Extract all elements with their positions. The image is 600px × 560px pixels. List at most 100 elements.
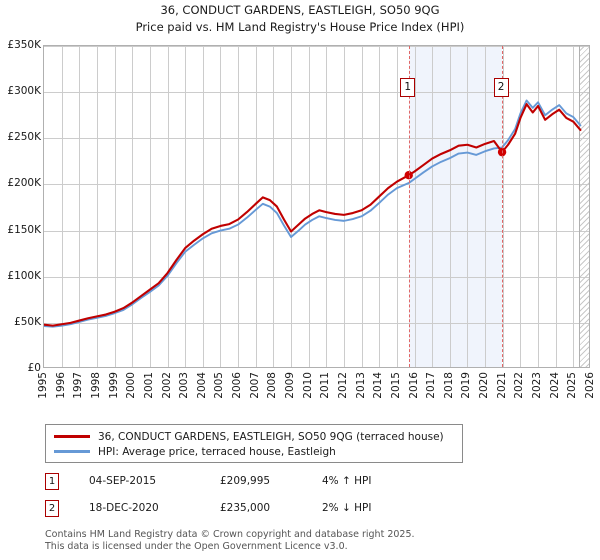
gridline-vertical [203, 46, 204, 367]
gridline-vertical [538, 46, 539, 367]
event-vertical-line [408, 46, 410, 367]
gridline-vertical [150, 46, 151, 367]
gridline-vertical [291, 46, 292, 367]
y-axis-tick-label: £0 [27, 362, 41, 374]
gridline-vertical [573, 46, 574, 367]
x-axis-tick-label: 2023 [531, 372, 544, 399]
x-axis-tick-label: 2017 [425, 372, 438, 399]
footer-copyright-line: Contains HM Land Registry data © Crown c… [45, 529, 415, 540]
x-axis-tick-label: 2009 [284, 372, 297, 399]
ownership-period-highlight [408, 46, 503, 367]
gridline-horizontal [44, 277, 589, 278]
chart-marker-badge-1[interactable]: 1 [400, 78, 416, 97]
y-axis-tick-label: £50K [14, 315, 41, 328]
gridline-vertical [168, 46, 169, 367]
gridline-vertical [556, 46, 557, 367]
x-axis-tick-label: 2008 [266, 372, 279, 399]
gridline-vertical [379, 46, 380, 367]
series-line-property [44, 103, 582, 327]
y-axis-tick-label: £200K [7, 177, 41, 190]
x-axis-tick-label: 1998 [89, 372, 102, 399]
gridline-vertical [97, 46, 98, 367]
y-axis-tick-label: £100K [7, 269, 41, 282]
future-region-boundary [579, 46, 580, 367]
x-axis-tick-label: 2004 [195, 372, 208, 399]
gridline-horizontal [44, 138, 589, 139]
x-axis-tick-label: 2026 [584, 372, 596, 399]
gridline-vertical [344, 46, 345, 367]
y-axis-tick-label: £150K [7, 223, 41, 236]
txn-index-badge: 1 [45, 473, 59, 490]
legend-item: HPI: Average price, terraced house, East… [52, 444, 462, 459]
legend-label-property: 36, CONDUCT GARDENS, EASTLEIGH, SO50 9QG… [98, 430, 444, 443]
chart-legend: 36, CONDUCT GARDENS, EASTLEIGH, SO50 9QG… [45, 424, 463, 463]
txn-index-badge: 2 [45, 500, 59, 517]
x-axis-tick-label: 2020 [478, 372, 491, 399]
chart-plot-area [43, 45, 590, 368]
x-axis-tick-label: 2002 [160, 372, 173, 399]
event-vertical-line [502, 46, 504, 367]
y-axis: £0 £50K £100K £150K £200K £250K £300K £350K [0, 0, 41, 560]
x-axis-tick-label: 2025 [566, 372, 579, 399]
y-axis-tick-label: £250K [7, 131, 41, 144]
gridline-vertical [115, 46, 116, 367]
legend-item: 36, CONDUCT GARDENS, EASTLEIGH, SO50 9QG… [52, 429, 462, 444]
txn-hpi-delta: 2% ↓ HPI [322, 502, 372, 514]
x-axis-tick-label: 2018 [442, 372, 455, 399]
gridline-vertical [220, 46, 221, 367]
x-axis-tick-label: 2024 [548, 372, 561, 399]
x-axis-tick-label: 1996 [54, 372, 67, 399]
gridline-vertical [132, 46, 133, 367]
x-axis-tick-label: 2010 [301, 372, 314, 399]
series-line-hpi [44, 99, 582, 328]
x-axis-tick-label: 2015 [389, 372, 402, 399]
x-axis-tick-label: 2021 [495, 372, 508, 399]
x-axis-tick-label: 2019 [460, 372, 473, 399]
x-axis-tick-label: 2000 [125, 372, 138, 399]
x-axis-tick-label: 2016 [407, 372, 420, 399]
gridline-vertical [79, 46, 80, 367]
table-row[interactable]: 2 18-DEC-2020 £235,000 2% ↓ HPI [45, 498, 475, 525]
gridline-vertical [185, 46, 186, 367]
transactions-table: 1 04-SEP-2015 £209,995 4% ↑ HPI 2 18-DEC… [45, 471, 475, 525]
page-title: 36, CONDUCT GARDENS, EASTLEIGH, SO50 9QG [160, 3, 440, 17]
gridline-horizontal [44, 231, 589, 232]
x-axis-tick-label: 2011 [319, 372, 332, 399]
chart-marker-badge-2[interactable]: 2 [493, 78, 509, 97]
x-axis-tick-label: 2001 [142, 372, 155, 399]
x-axis-tick-label: 2012 [336, 372, 349, 399]
gridline-horizontal [44, 323, 589, 324]
table-row[interactable]: 1 04-SEP-2015 £209,995 4% ↑ HPI [45, 471, 475, 498]
x-axis-tick-label: 1995 [37, 372, 49, 399]
gridline-vertical [415, 46, 416, 367]
txn-price: £209,995 [220, 475, 271, 487]
x-axis-tick-label: 1999 [107, 372, 120, 399]
gridline-horizontal [44, 46, 589, 47]
gridline-vertical [450, 46, 451, 367]
gridline-vertical [397, 46, 398, 367]
gridline-vertical [467, 46, 468, 367]
x-axis-tick-label: 2006 [231, 372, 244, 399]
future-projection-region [578, 46, 589, 367]
gridline-vertical [309, 46, 310, 367]
txn-hpi-delta: 4% ↑ HPI [322, 475, 372, 487]
gridline-horizontal [44, 92, 589, 93]
footer-licence-line: This data is licensed under the Open Gov… [45, 540, 348, 552]
legend-label-hpi: HPI: Average price, terraced house, East… [98, 445, 336, 458]
gridline-vertical [520, 46, 521, 367]
txn-date: 04-SEP-2015 [89, 475, 157, 487]
chart-title-block: 36, CONDUCT GARDENS, EASTLEIGH, SO50 9QG… [0, 2, 600, 36]
gridline-vertical [326, 46, 327, 367]
gridline-vertical [503, 46, 504, 367]
gridline-vertical [256, 46, 257, 367]
txn-price: £235,000 [220, 502, 271, 514]
gridline-vertical [432, 46, 433, 367]
gridline-vertical [273, 46, 274, 367]
x-axis-tick-label: 2003 [178, 372, 191, 399]
attribution-footer: Contains HM Land Registry data © Crown c… [45, 529, 585, 552]
x-axis-tick-label: 1997 [72, 372, 85, 399]
y-axis-tick-label: £350K [7, 39, 41, 51]
gridline-vertical [485, 46, 486, 367]
txn-date: 18-DEC-2020 [89, 502, 159, 514]
x-axis-tick-label: 2013 [354, 372, 367, 399]
